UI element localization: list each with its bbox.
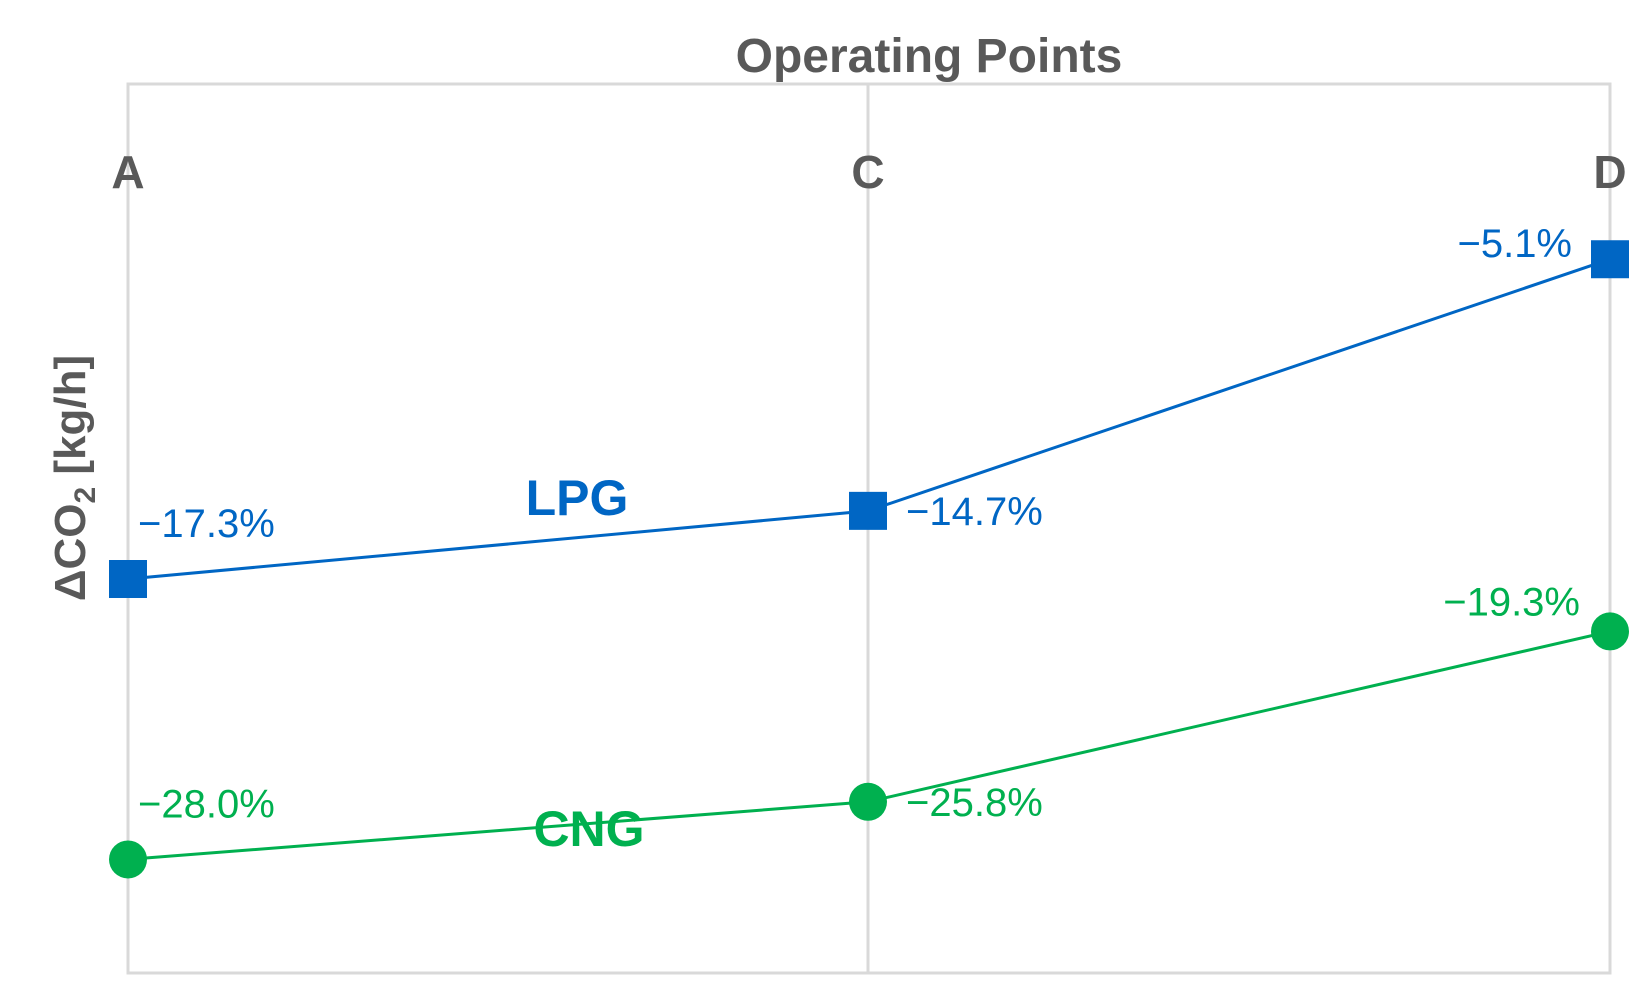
series-cng: −28.0% −25.8% −19.3% CNG [109, 580, 1629, 879]
data-label-lpg-d: −5.1% [1457, 222, 1572, 266]
data-point-cng-d [1591, 612, 1629, 651]
data-point-lpg-c [849, 491, 887, 530]
series-lpg: −17.3% −14.7% −5.1% LPG [109, 222, 1629, 599]
data-label-cng-a: −28.0% [138, 782, 275, 826]
y-axis-label-unit: [kg/h] [46, 355, 95, 487]
data-label-lpg-a: −17.3% [138, 502, 275, 546]
chart-title: Operating Points [736, 30, 1123, 83]
data-point-lpg-a [109, 560, 147, 599]
y-axis-label-main: ΔCO [46, 504, 95, 602]
data-label-cng-c: −25.8% [906, 781, 1043, 825]
data-point-cng-a [109, 840, 147, 879]
category-label-a: A [111, 146, 144, 198]
data-label-cng-d: −19.3% [1443, 580, 1580, 624]
series-layer: −17.3% −14.7% −5.1% LPG −28.0% −25.8% −19.3% CN… [109, 222, 1629, 879]
category-label-d: D [1593, 146, 1626, 198]
data-point-lpg-d [1591, 240, 1629, 279]
data-label-lpg-c: −14.7% [906, 490, 1043, 534]
series-name-lpg: LPG [526, 470, 629, 526]
category-label-c: C [851, 146, 884, 198]
y-axis-label-subscript: 2 [69, 487, 102, 504]
series-name-cng: CNG [533, 801, 644, 857]
data-point-cng-c [849, 782, 887, 821]
y-axis-label: ΔCO2 [kg/h] [46, 355, 102, 601]
